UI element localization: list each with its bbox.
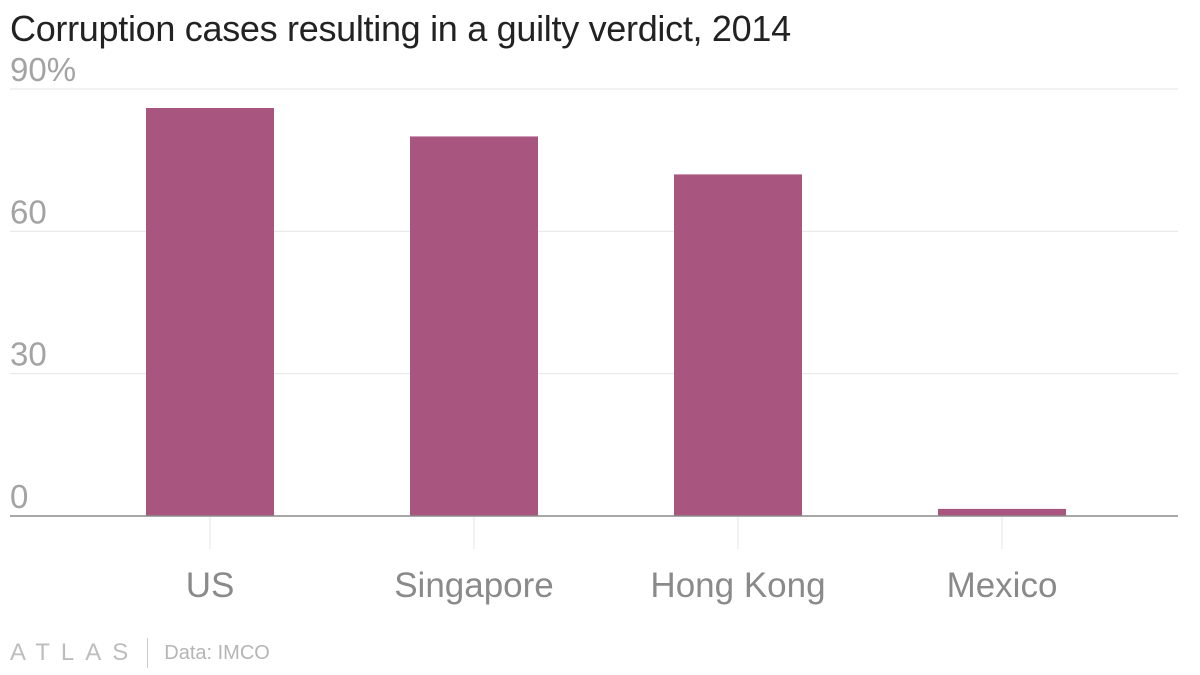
bar-singapore (410, 136, 538, 516)
footer-divider (147, 638, 149, 668)
bar-mexico (938, 508, 1066, 516)
x-tick-label: Mexico (947, 566, 1058, 605)
footer: ATLAS Data: IMCO (10, 638, 270, 668)
bars (146, 107, 1066, 516)
x-tick-label: Singapore (394, 566, 554, 605)
y-tick-label: 90% (10, 51, 76, 88)
x-tick-label: Hong Kong (650, 566, 825, 605)
y-tick-label: 0 (10, 478, 28, 515)
y-tick-label: 30 (10, 336, 47, 373)
chart-title: Corruption cases resulting in a guilty v… (10, 8, 791, 49)
axes: 90% 60 30 0 US Singapore Hong Kong Mexico (10, 51, 1178, 605)
y-tick-label: 60 (10, 193, 47, 230)
data-source: Data: IMCO (164, 641, 270, 664)
bar-hong-kong (674, 174, 802, 516)
x-tick-label: US (186, 566, 235, 605)
bar-us (146, 107, 274, 516)
atlas-logo: ATLAS (10, 639, 140, 666)
